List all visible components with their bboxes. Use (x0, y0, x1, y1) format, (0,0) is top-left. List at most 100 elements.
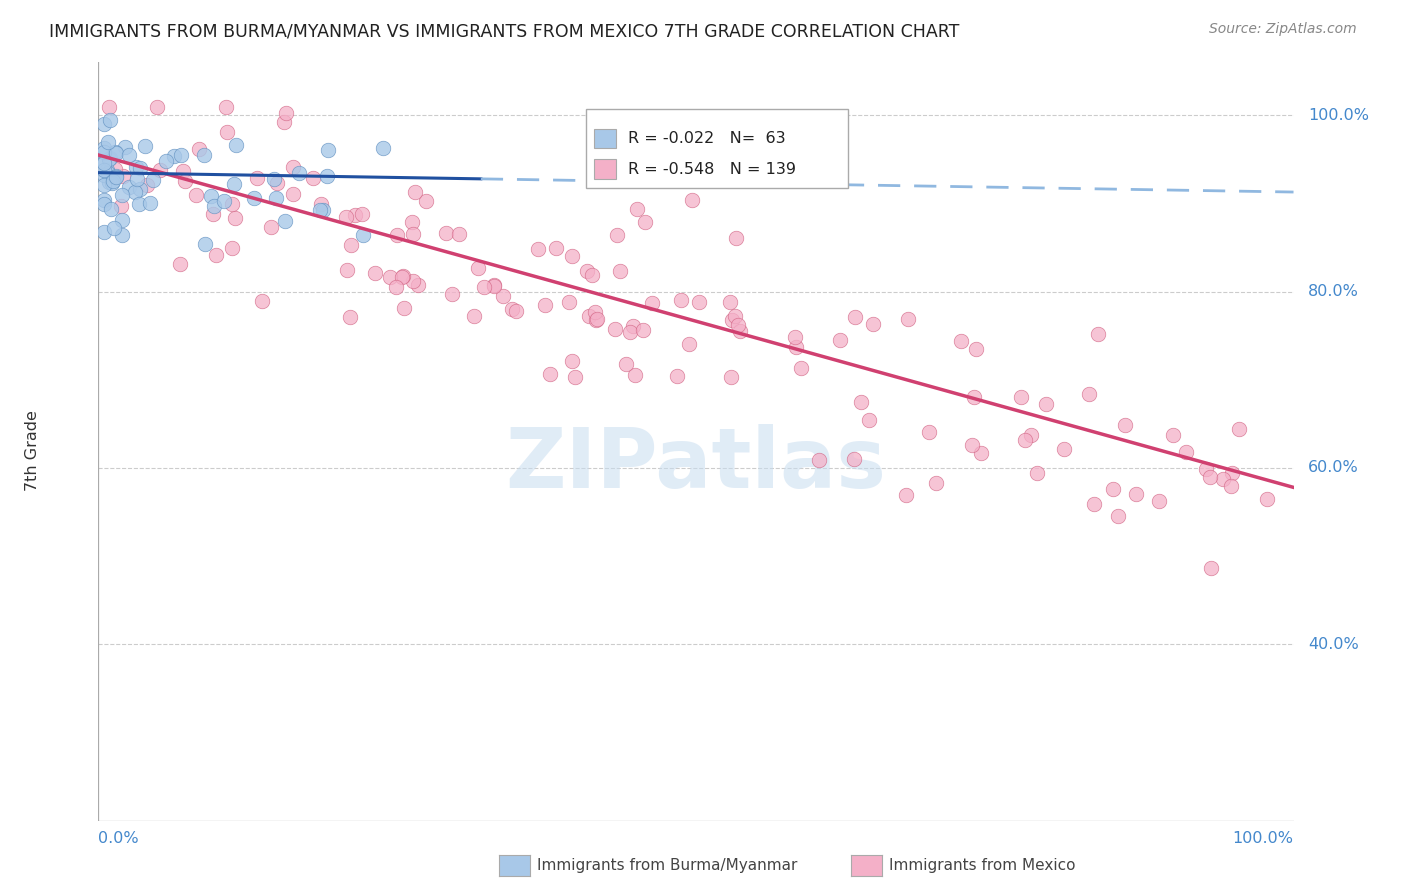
Point (124, 185, 146, 199)
Point (467, 261, 489, 276)
Point (274, 214, 297, 228)
Point (385, 227, 408, 242)
Point (894, 488, 917, 502)
Point (246, 170, 269, 185)
Point (340, 238, 363, 252)
Point (844, 310, 866, 325)
Point (205, 248, 228, 262)
Point (98, 151, 121, 165)
Point (724, 309, 747, 323)
Point (114, 140, 136, 154)
Point (193, 148, 215, 162)
Point (842, 452, 865, 467)
Point (105, 169, 128, 183)
Text: IMMIGRANTS FROM BURMA/MYANMAR VS IMMIGRANTS FROM MEXICO 7TH GRADE CORRELATION CH: IMMIGRANTS FROM BURMA/MYANMAR VS IMMIGRA… (49, 22, 959, 40)
Text: Immigrants from Burma/Myanmar: Immigrants from Burma/Myanmar (537, 858, 797, 872)
Point (1025, 466, 1047, 480)
Point (783, 330, 806, 344)
Point (97, 152, 120, 166)
Point (169, 257, 191, 271)
Point (501, 301, 523, 316)
Point (624, 368, 647, 383)
Point (103, 221, 125, 235)
Point (484, 277, 506, 292)
Point (105, 169, 128, 184)
Point (849, 395, 872, 409)
Point (681, 193, 703, 207)
Point (364, 266, 387, 280)
Point (603, 321, 626, 335)
Point (352, 207, 374, 221)
Point (309, 196, 332, 211)
Point (149, 163, 172, 178)
Point (250, 294, 273, 309)
Text: 40.0%: 40.0% (1308, 637, 1358, 652)
Point (101, 174, 124, 188)
Text: 0.0%: 0.0% (98, 831, 139, 847)
Point (200, 189, 222, 203)
Point (1010, 390, 1032, 404)
Point (728, 324, 751, 338)
Point (309, 202, 332, 217)
Point (93, 162, 115, 177)
Point (925, 475, 948, 490)
Point (97, 135, 120, 149)
Point (194, 237, 217, 252)
Point (619, 325, 641, 339)
Point (606, 228, 628, 243)
Point (561, 249, 583, 263)
Point (492, 289, 515, 303)
Point (1161, 427, 1184, 442)
Point (110, 198, 132, 212)
Point (339, 310, 361, 324)
Point (1256, 492, 1278, 507)
Point (640, 296, 662, 310)
Point (1198, 470, 1220, 484)
Point (129, 161, 152, 175)
Point (221, 197, 243, 211)
Point (352, 227, 374, 242)
Point (970, 446, 993, 460)
Point (392, 301, 415, 316)
Point (447, 227, 470, 241)
Point (688, 294, 710, 309)
Point (634, 215, 657, 229)
Point (718, 294, 741, 309)
Point (564, 370, 586, 384)
Point (111, 227, 134, 242)
Point (807, 452, 830, 467)
Point (1199, 560, 1222, 574)
Point (276, 106, 298, 120)
Point (558, 294, 581, 309)
Point (858, 413, 880, 427)
Point (434, 226, 457, 240)
Point (281, 160, 304, 174)
Point (174, 174, 197, 188)
Point (721, 313, 744, 327)
Point (406, 278, 429, 293)
Point (217, 125, 239, 139)
Point (380, 269, 402, 284)
Point (273, 115, 295, 129)
Bar (595, 160, 616, 178)
Point (392, 268, 415, 283)
Point (727, 318, 749, 332)
Point (561, 354, 583, 368)
Point (505, 303, 527, 318)
Point (125, 161, 148, 175)
Point (1077, 387, 1099, 401)
Point (669, 293, 692, 307)
Point (311, 202, 333, 217)
Point (482, 279, 505, 293)
Point (666, 368, 689, 383)
FancyBboxPatch shape (586, 109, 848, 187)
Point (1083, 497, 1105, 511)
Point (315, 169, 337, 184)
Point (963, 390, 986, 404)
Point (93, 225, 115, 239)
Text: R = -0.548   N = 139: R = -0.548 N = 139 (628, 161, 796, 177)
Point (404, 186, 426, 200)
Point (1220, 479, 1243, 493)
Point (266, 191, 288, 205)
Text: R = -0.022   N=  63: R = -0.022 N= 63 (628, 131, 786, 145)
